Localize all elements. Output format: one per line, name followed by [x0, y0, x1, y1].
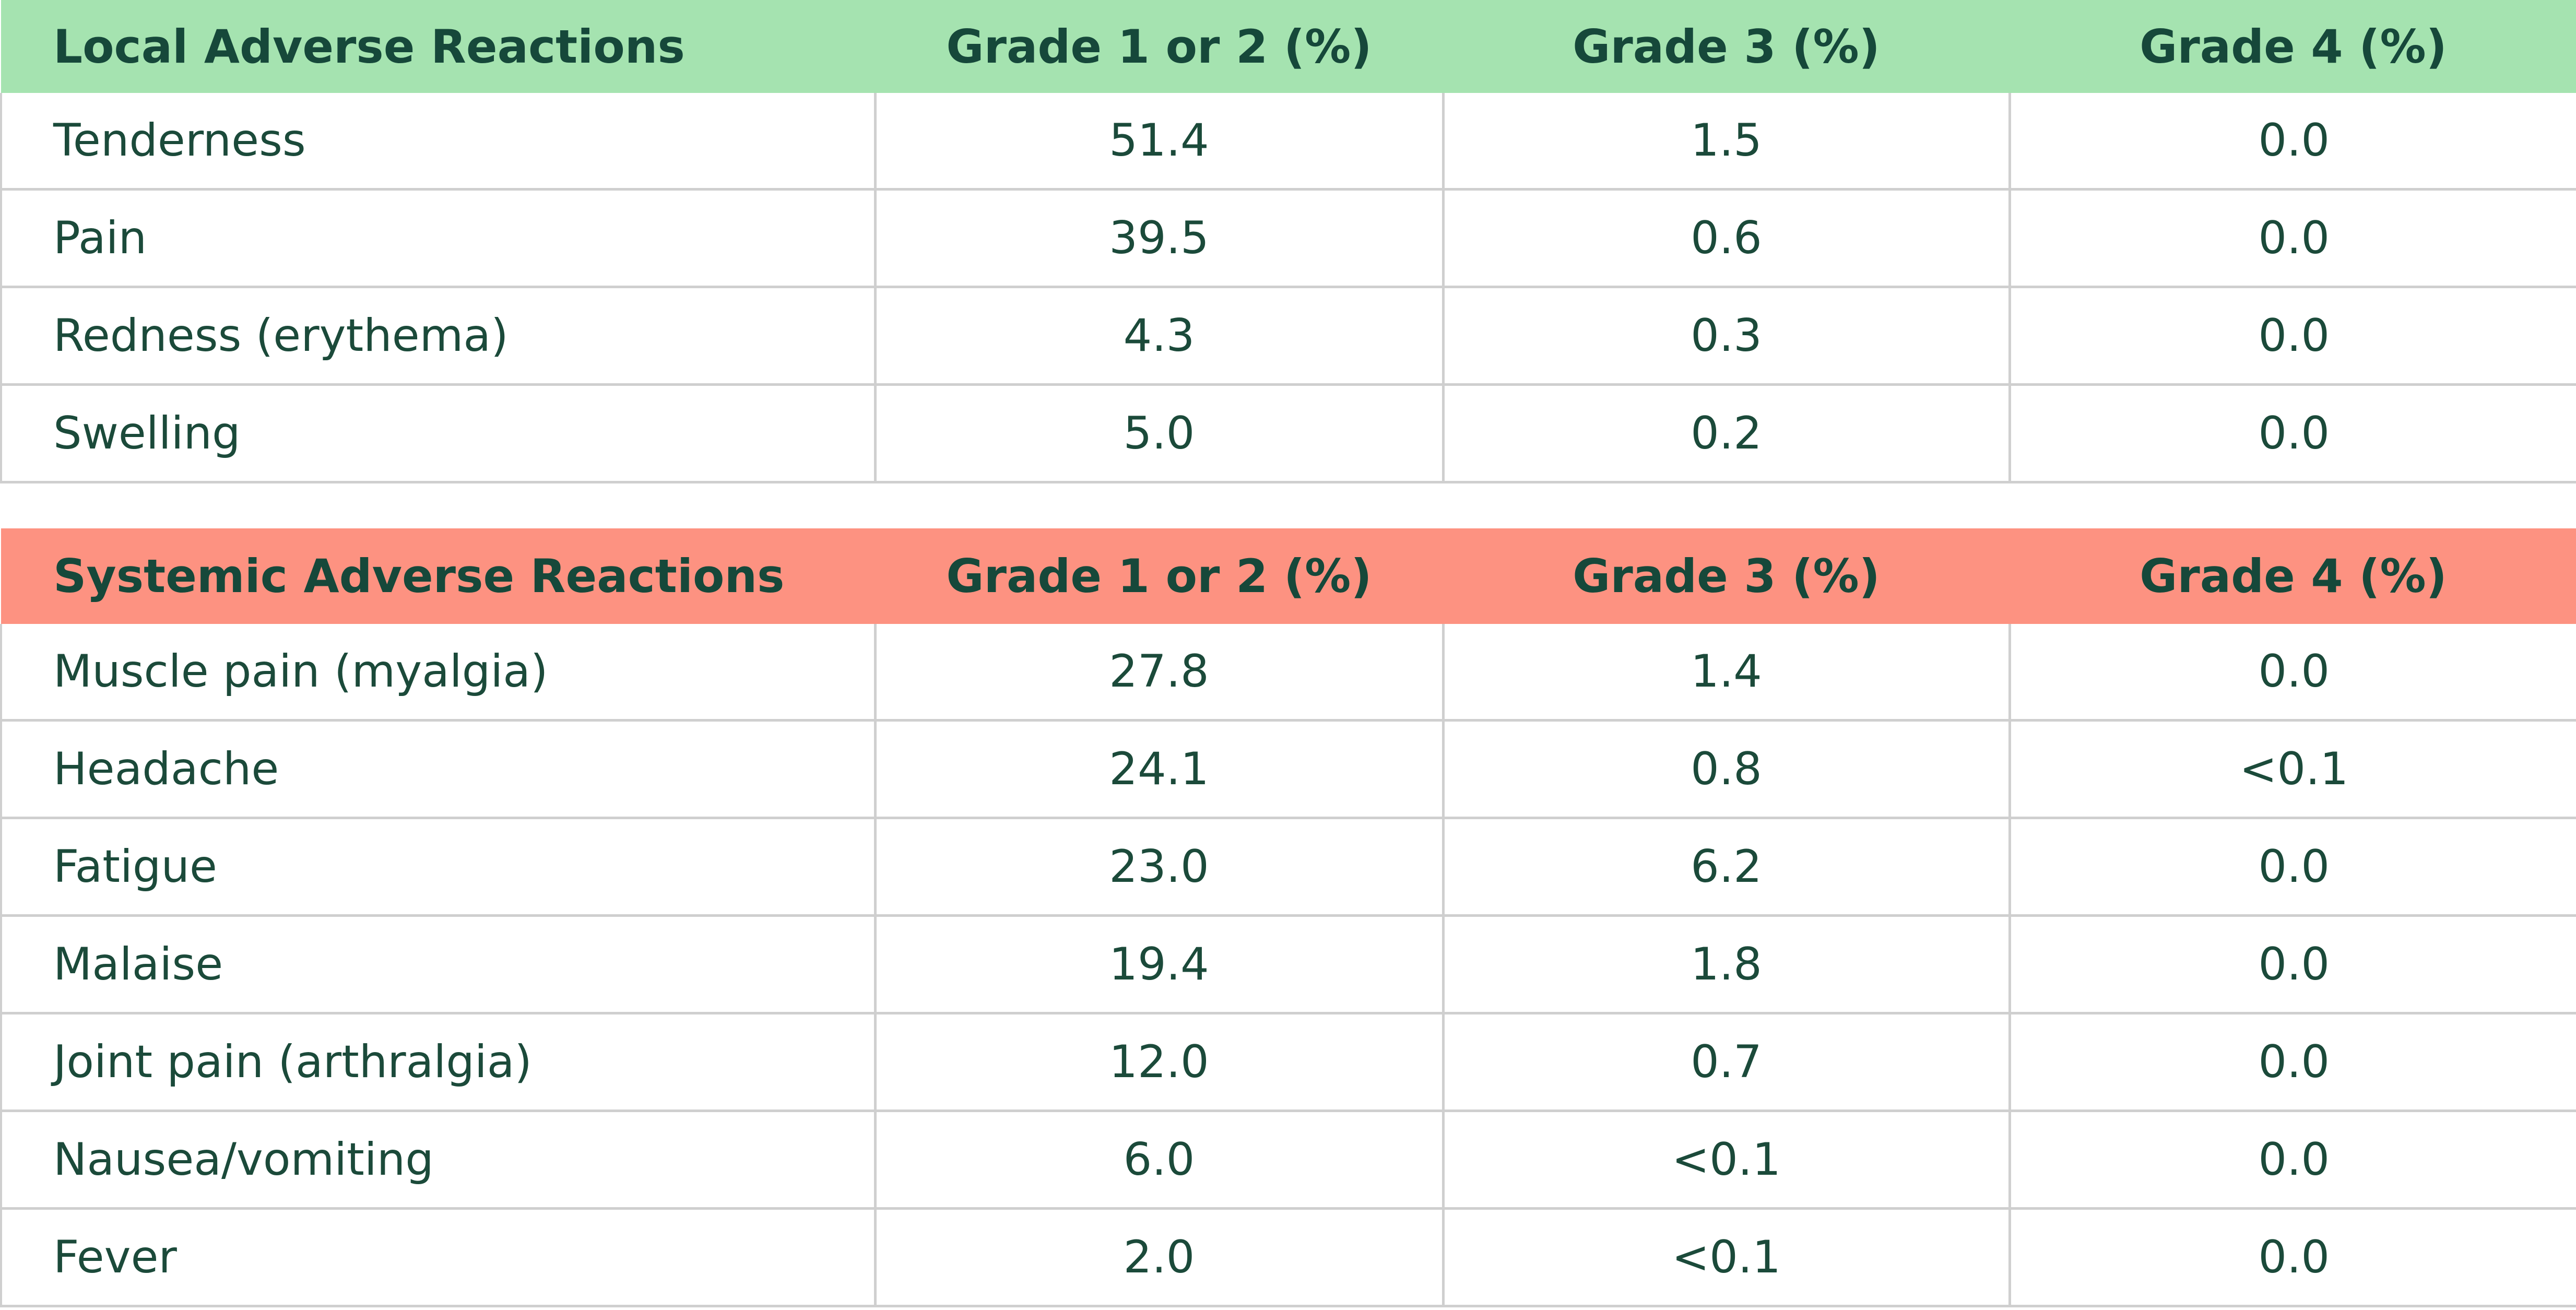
grade-3-cell: 1.5 [1441, 93, 2011, 191]
table-row: Tenderness 51.4 1.5 0.0 [0, 93, 2576, 191]
grade-4-cell: 0.0 [2008, 915, 2576, 1014]
systemic-table-body: Muscle pain (myalgia) 27.8 1.4 0.0 Headache 2… [0, 624, 2576, 1307]
grade-3-cell: 6.2 [1441, 818, 2011, 917]
grade-4-cell: <0.1 [2008, 720, 2576, 819]
grade-1-2-cell: 4.3 [873, 287, 1445, 386]
grade-3-cell: 0.3 [1441, 287, 2011, 386]
grade-4-cell: 0.0 [2008, 384, 2576, 483]
systemic-adverse-reactions-table: Systemic Adverse Reactions Grade 1 or 2 … [0, 528, 2576, 1307]
grade-1-2-cell: 12.0 [873, 1013, 1445, 1112]
systemic-header-grade-1-2: Grade 1 or 2 (%) [875, 528, 1443, 624]
local-header-grade-4: Grade 4 (%) [2010, 0, 2576, 93]
grade-3-cell: <0.1 [1441, 1208, 2011, 1307]
grade-1-2-cell: 19.4 [873, 915, 1445, 1014]
reaction-name-cell: Tenderness [0, 93, 877, 191]
grade-4-cell: 0.0 [2008, 1111, 2576, 1210]
grade-1-2-cell: 6.0 [873, 1111, 1445, 1210]
grade-1-2-cell: 23.0 [873, 818, 1445, 917]
systemic-header-grade-4: Grade 4 (%) [2010, 528, 2576, 624]
grade-3-cell: 1.8 [1441, 915, 2011, 1014]
grade-4-cell: 0.0 [2008, 624, 2576, 722]
grade-3-cell: <0.1 [1441, 1111, 2011, 1210]
grade-3-cell: 0.8 [1441, 720, 2011, 819]
reaction-name-cell: Fatigue [0, 818, 877, 917]
grade-1-2-cell: 39.5 [873, 189, 1445, 288]
local-header-category: Local Adverse Reactions [1, 0, 875, 93]
table-row: Swelling 5.0 0.2 0.0 [0, 384, 2576, 483]
table-row: Pain 39.5 0.6 0.0 [0, 189, 2576, 288]
reaction-name-cell: Joint pain (arthralgia) [0, 1013, 877, 1112]
grade-4-cell: 0.0 [2008, 93, 2576, 191]
table-row: Redness (erythema) 4.3 0.3 0.0 [0, 287, 2576, 386]
local-header-grade-3: Grade 3 (%) [1443, 0, 2010, 93]
table-row: Headache 24.1 0.8 <0.1 [0, 720, 2576, 819]
grade-1-2-cell: 24.1 [873, 720, 1445, 819]
grade-4-cell: 0.0 [2008, 1208, 2576, 1307]
local-adverse-reactions-table: Local Adverse Reactions Grade 1 or 2 (%)… [0, 0, 2576, 483]
table-row: Joint pain (arthralgia) 12.0 0.7 0.0 [0, 1013, 2576, 1112]
grade-1-2-cell: 2.0 [873, 1208, 1445, 1307]
reaction-name-cell: Redness (erythema) [0, 287, 877, 386]
grade-4-cell: 0.0 [2008, 189, 2576, 288]
table-row: Fever 2.0 <0.1 0.0 [0, 1208, 2576, 1307]
grade-4-cell: 0.0 [2008, 818, 2576, 917]
reaction-name-cell: Pain [0, 189, 877, 288]
systemic-header-category: Systemic Adverse Reactions [1, 528, 875, 624]
local-header-grade-1-2: Grade 1 or 2 (%) [875, 0, 1443, 93]
grade-1-2-cell: 27.8 [873, 624, 1445, 722]
grade-1-2-cell: 51.4 [873, 93, 1445, 191]
table-row: Fatigue 23.0 6.2 0.0 [0, 818, 2576, 917]
grade-3-cell: 1.4 [1441, 624, 2011, 722]
reaction-name-cell: Nausea/vomiting [0, 1111, 877, 1210]
grade-3-cell: 0.6 [1441, 189, 2011, 288]
reaction-name-cell: Malaise [0, 915, 877, 1014]
table-row: Nausea/vomiting 6.0 <0.1 0.0 [0, 1111, 2576, 1210]
grade-4-cell: 0.0 [2008, 1013, 2576, 1112]
systemic-header-grade-3: Grade 3 (%) [1443, 528, 2010, 624]
reaction-name-cell: Fever [0, 1208, 877, 1307]
local-table-body: Tenderness 51.4 1.5 0.0 Pain 39.5 0.6 0.0 Rednes… [0, 93, 2576, 483]
reaction-name-cell: Muscle pain (myalgia) [0, 624, 877, 722]
grade-1-2-cell: 5.0 [873, 384, 1445, 483]
local-table-header: Local Adverse Reactions Grade 1 or 2 (%)… [1, 0, 2576, 93]
grade-3-cell: 0.2 [1441, 384, 2011, 483]
table-row: Malaise 19.4 1.8 0.0 [0, 915, 2576, 1014]
systemic-table-header: Systemic Adverse Reactions Grade 1 or 2 … [1, 528, 2576, 624]
reaction-name-cell: Swelling [0, 384, 877, 483]
reaction-name-cell: Headache [0, 720, 877, 819]
table-row: Muscle pain (myalgia) 27.8 1.4 0.0 [0, 624, 2576, 722]
grade-4-cell: 0.0 [2008, 287, 2576, 386]
grade-3-cell: 0.7 [1441, 1013, 2011, 1112]
